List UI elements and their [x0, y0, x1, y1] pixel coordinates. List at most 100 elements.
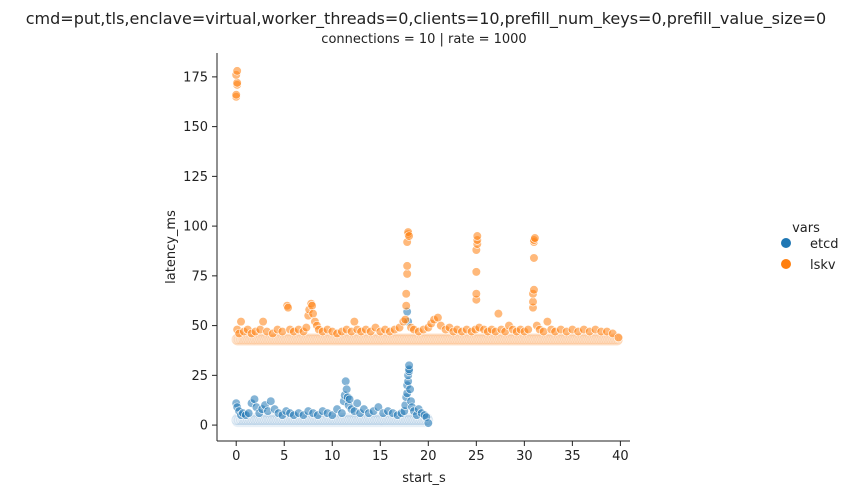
lskv-point [232, 78, 242, 88]
lskv-band-point [504, 334, 515, 345]
lskv-band-point [528, 334, 539, 345]
etcd-point [341, 376, 351, 386]
lskv-band-point [545, 334, 556, 345]
lskv-band-point [401, 334, 412, 345]
lskv-band-point [257, 334, 268, 345]
lskv-band-point [341, 334, 352, 345]
etcd-point [373, 402, 383, 412]
etcd-band-point [404, 415, 415, 426]
lskv-band-point [579, 334, 590, 345]
lskv-point [529, 253, 539, 263]
x-tick-label: 5 [280, 449, 288, 464]
etcd-point [423, 418, 433, 428]
lskv-point [258, 317, 268, 327]
x-tick-label: 10 [324, 449, 341, 464]
lskv-point [349, 317, 359, 327]
lskv-band-point [591, 334, 602, 345]
lskv-legend-marker [781, 259, 791, 269]
x-tick-label: 20 [420, 449, 437, 464]
lskv-band-point [370, 334, 381, 345]
lskv-point [301, 322, 311, 333]
lskv-point [538, 326, 549, 337]
lskv-band-point [543, 334, 554, 345]
y-axis-label: latency_ms [164, 210, 179, 284]
x-tick-label: 0 [232, 449, 240, 464]
lskv-point [308, 309, 318, 319]
lskv-band-point [404, 334, 415, 345]
etcd-band-point [341, 415, 352, 426]
lskv-band-point [394, 334, 405, 345]
etcd-band-point [406, 415, 417, 426]
lskv-point [523, 324, 533, 335]
lskv-point [613, 332, 624, 343]
plot-area [231, 66, 624, 428]
lskv-point [471, 267, 481, 277]
etcd-band-point [370, 415, 381, 426]
x-tick-label: 25 [468, 449, 485, 464]
etcd-band-point [260, 415, 271, 426]
y-ticks: 0 25 50 75 100 125 150 175 [183, 70, 217, 434]
lskv-band-point [420, 334, 431, 345]
lskv-point [472, 231, 482, 241]
y-tick-label: 175 [183, 70, 208, 85]
x-tick-label: 30 [516, 449, 533, 464]
etcd-legend-label: etcd [810, 237, 839, 252]
lskv-band-point [569, 334, 580, 345]
lskv-band-point [281, 334, 292, 345]
x-axis-label: start_s [402, 471, 446, 486]
etcd-band-point [332, 415, 343, 426]
axes: 0 5 10 15 20 25 30 35 40 0 25 50 75 100 125 150 175 [183, 53, 630, 464]
lskv-point [401, 289, 411, 299]
lskv-point [529, 285, 539, 295]
y-tick-label: 25 [191, 369, 208, 384]
lskv-band-point [442, 334, 453, 345]
lskv-band-point [351, 334, 362, 345]
lskv-band-point [432, 334, 443, 345]
etcd-band-point [372, 415, 383, 426]
lskv-point [402, 269, 412, 279]
lskv-point [231, 90, 241, 100]
lskv-band-point [284, 334, 295, 345]
lskv-point [283, 303, 293, 313]
lskv-point [232, 66, 242, 76]
lskv-point [530, 233, 540, 243]
y-tick-label: 75 [191, 269, 208, 284]
lskv-band-point [524, 334, 535, 345]
lskv-band-point [308, 334, 319, 345]
lskv-band-point [471, 334, 482, 345]
lskv-band-point [564, 334, 575, 345]
lskv-band-point [303, 334, 314, 345]
etcd-band-point [231, 415, 242, 426]
etcd-point [344, 394, 355, 404]
lskv-band-point [473, 334, 484, 345]
etcd-band-point [248, 415, 259, 426]
x-tick-label: 15 [372, 449, 389, 464]
lskv-point [401, 301, 411, 311]
y-tick-label: 125 [183, 170, 208, 185]
density-bands [231, 333, 623, 428]
etcd-point [249, 394, 260, 404]
lskv-band-point [389, 334, 400, 345]
etcd-point [404, 360, 414, 370]
etcd-point [327, 410, 337, 420]
lskv-point [277, 326, 287, 337]
lskv-band-point [408, 334, 419, 345]
etcd-point [352, 398, 362, 408]
lskv-band-point [392, 334, 403, 345]
lskv-band-point [437, 334, 448, 345]
scatter-points [231, 66, 624, 428]
lskv-band-point [428, 334, 439, 345]
lskv-band-point [440, 334, 451, 345]
lskv-band-point [435, 334, 446, 345]
etcd-point [342, 384, 352, 394]
legend-items: etcd lskv [781, 237, 839, 273]
lskv-band-point [423, 334, 434, 345]
lskv-point [307, 301, 317, 311]
lskv-dense-band [232, 333, 623, 346]
lskv-band-point [312, 334, 323, 345]
lskv-band-point [476, 334, 487, 345]
lskv-band-point [531, 334, 542, 345]
y-tick-label: 0 [200, 419, 208, 434]
lskv-band-point [425, 334, 436, 345]
